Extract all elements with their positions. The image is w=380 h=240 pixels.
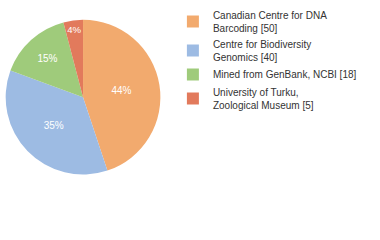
svg-text:15%: 15%: [37, 53, 57, 64]
svg-text:Canadian Centre for DNABarcodi: Canadian Centre for DNABarcoding [50]: [213, 10, 327, 34]
svg-text:35%: 35%: [44, 120, 64, 131]
svg-text:4%: 4%: [67, 24, 81, 35]
svg-text:University of Turku,Zoological: University of Turku,Zoological Museum [5…: [213, 87, 314, 111]
svg-text:Centre for BiodiversityGenomic: Centre for BiodiversityGenomics [40]: [213, 39, 311, 63]
svg-text:44%: 44%: [111, 85, 131, 96]
svg-text:Mined from GenBank, NCBI [18]: Mined from GenBank, NCBI [18]: [213, 69, 357, 80]
